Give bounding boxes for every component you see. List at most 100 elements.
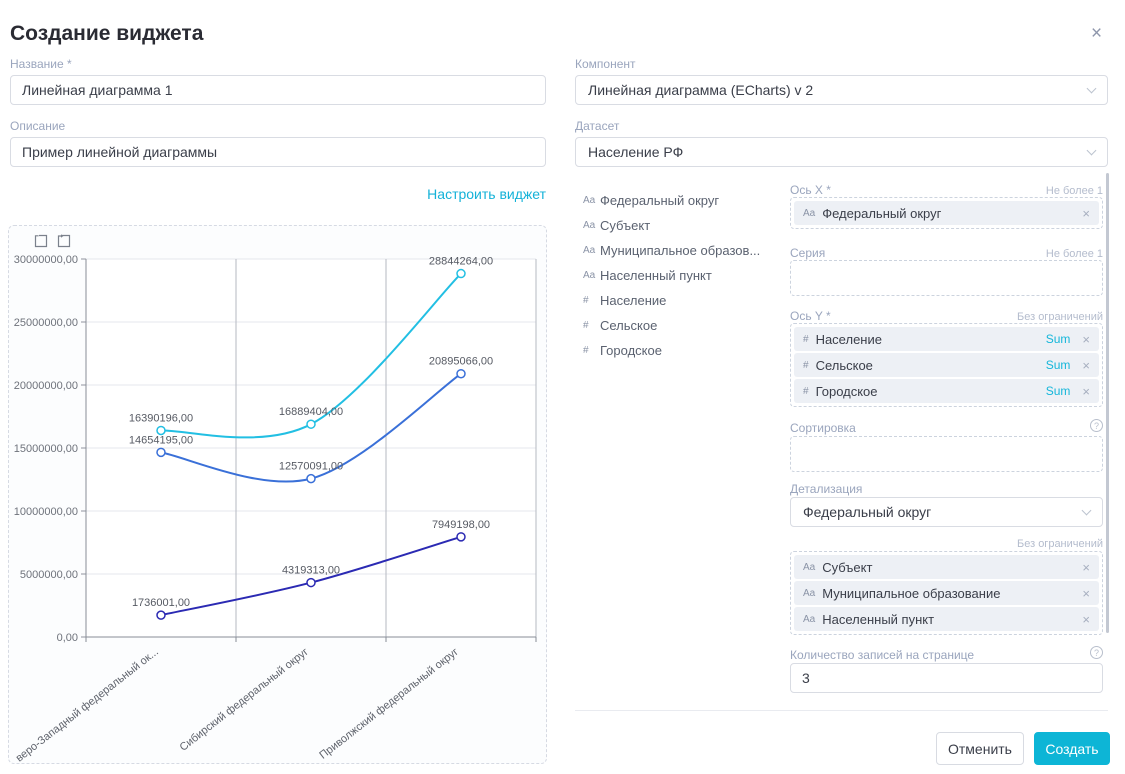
- field-item-rural[interactable]: # Сельское: [583, 318, 658, 333]
- svg-text:12570091,00: 12570091,00: [279, 461, 343, 473]
- component-label: Компонент: [575, 57, 636, 71]
- description-label: Описание: [10, 119, 66, 133]
- detail-label: Детализация: [790, 482, 863, 496]
- component-value: Линейная диаграмма (ECharts) v 2: [588, 82, 814, 98]
- field-item-municipality[interactable]: Aa Муниципальное образов...: [583, 243, 761, 258]
- axis-x-chip[interactable]: Aa Федеральный округ ×: [794, 201, 1099, 225]
- svg-text:1736001,00: 1736001,00: [132, 597, 190, 609]
- line-chart[interactable]: 0,00 5000000,00 10000000,00 15000000,00 2000…: [9, 226, 546, 763]
- text-type-icon: Aa: [803, 207, 816, 219]
- sum-aggregation-link[interactable]: Sum: [1045, 358, 1071, 372]
- chevron-down-icon: [1086, 83, 1097, 93]
- axis-y-chip-population[interactable]: # Население Sum ×: [794, 327, 1099, 351]
- sum-aggregation-link[interactable]: Sum: [1045, 384, 1071, 398]
- axis-y-dropzone[interactable]: # Население Sum × # Сельское Sum × # Гор…: [790, 323, 1103, 407]
- field-item-federal-district[interactable]: Aa Федеральный округ: [583, 193, 720, 208]
- number-type-icon: #: [803, 385, 809, 397]
- svg-text:10000000,00: 10000000,00: [14, 506, 78, 518]
- series-limit-hint: Не более 1: [1045, 248, 1103, 260]
- remove-chip-icon[interactable]: ×: [1082, 383, 1090, 399]
- close-icon[interactable]: ×: [1091, 23, 1103, 44]
- remove-chip-icon[interactable]: ×: [1082, 585, 1090, 601]
- field-item-subject[interactable]: Aa Субъект: [583, 218, 651, 233]
- remove-chip-icon[interactable]: ×: [1082, 205, 1090, 221]
- footer-divider: [575, 710, 1108, 711]
- help-icon[interactable]: ?: [1090, 419, 1103, 432]
- dataset-fields-list: Aa Федеральный округ Aa Субъект Aa Муниципа…: [583, 188, 783, 363]
- svg-text:20000000,00: 20000000,00: [14, 380, 78, 392]
- create-button[interactable]: Создать: [1034, 732, 1110, 765]
- sum-aggregation-link[interactable]: Sum: [1045, 332, 1071, 346]
- sorting-label: Сортировка: [790, 421, 856, 435]
- field-item-settlement[interactable]: Aa Населенный пункт: [583, 268, 712, 283]
- series-dropzone[interactable]: [790, 260, 1103, 296]
- axis-y-chip-urban[interactable]: # Городское Sum ×: [794, 379, 1099, 403]
- dataset-label: Датасет: [575, 119, 620, 133]
- configure-widget-link[interactable]: Настроить виджет: [427, 186, 546, 202]
- svg-text:30000000,00: 30000000,00: [14, 254, 78, 266]
- svg-text:0,00: 0,00: [57, 632, 78, 644]
- svg-text:28844264,00: 28844264,00: [429, 256, 493, 268]
- dataset-select[interactable]: Население РФ: [575, 137, 1108, 167]
- svg-text:15000000,00: 15000000,00: [14, 443, 78, 455]
- chart-toolbox: [33, 233, 72, 249]
- chevron-down-icon: [1081, 505, 1092, 515]
- name-input[interactable]: [10, 75, 546, 105]
- remove-chip-icon[interactable]: ×: [1082, 331, 1090, 347]
- detail-chip-settlement[interactable]: Aa Населенный пункт ×: [794, 607, 1099, 631]
- svg-text:7949198,00: 7949198,00: [432, 519, 490, 531]
- remove-chip-icon[interactable]: ×: [1082, 611, 1090, 627]
- svg-text:Сибирский федеральный округ: Сибирский федеральный округ: [178, 646, 311, 754]
- component-select[interactable]: Линейная диаграмма (ECharts) v 2: [575, 75, 1108, 105]
- svg-text:16889404,00: 16889404,00: [279, 406, 343, 418]
- sorting-dropzone[interactable]: [790, 436, 1103, 472]
- detail-chip-subject[interactable]: Aa Субъект ×: [794, 555, 1099, 579]
- scrollbar-thumb[interactable]: [1106, 173, 1109, 633]
- remove-chip-icon[interactable]: ×: [1082, 357, 1090, 373]
- remove-chip-icon[interactable]: ×: [1082, 559, 1090, 575]
- series-label: Серия: [790, 246, 826, 260]
- svg-text:20895066,00: 20895066,00: [429, 356, 493, 368]
- marquee-zoom-icon[interactable]: [33, 233, 49, 249]
- axis-x-dropzone[interactable]: Aa Федеральный округ ×: [790, 197, 1103, 229]
- text-type-icon: Aa: [803, 587, 816, 599]
- axis-y-limit-hint: Без ограничений: [1017, 311, 1103, 323]
- number-type-icon: #: [583, 320, 589, 331]
- text-type-icon: Aa: [583, 245, 596, 256]
- axis-x-limit-hint: Не более 1: [1045, 185, 1103, 197]
- page-size-input[interactable]: [790, 663, 1103, 693]
- restore-icon[interactable]: [56, 233, 72, 249]
- chevron-down-icon: [1086, 145, 1097, 155]
- text-type-icon: Aa: [583, 220, 596, 231]
- axis-y-chip-rural[interactable]: # Сельское Sum ×: [794, 353, 1099, 377]
- svg-text:4319313,00: 4319313,00: [282, 565, 340, 577]
- text-type-icon: Aa: [803, 613, 816, 625]
- field-item-urban[interactable]: # Городское: [583, 343, 662, 358]
- page-size-label: Количество записей на странице: [790, 648, 975, 662]
- detail-limit-hint: Без ограничений: [1017, 538, 1103, 550]
- axis-y-label: Ось Y *: [790, 309, 831, 323]
- svg-text:25000000,00: 25000000,00: [14, 317, 78, 329]
- number-type-icon: #: [803, 333, 809, 345]
- text-type-icon: Aa: [803, 561, 816, 573]
- detail-value: Федеральный округ: [803, 504, 932, 520]
- detail-select[interactable]: Федеральный округ: [790, 497, 1103, 527]
- text-type-icon: Aa: [583, 270, 596, 281]
- detail-dropzone[interactable]: Aa Субъект × Aa Муниципальное образовани…: [790, 551, 1103, 635]
- number-type-icon: #: [803, 359, 809, 371]
- dataset-value: Население РФ: [588, 144, 684, 160]
- page-title: Создание виджета: [10, 22, 204, 45]
- svg-text:16390196,00: 16390196,00: [129, 412, 193, 424]
- cancel-button[interactable]: Отменить: [936, 732, 1024, 765]
- text-type-icon: Aa: [583, 195, 596, 206]
- help-icon[interactable]: ?: [1090, 646, 1103, 659]
- detail-chip-municipality[interactable]: Aa Муниципальное образование ×: [794, 581, 1099, 605]
- svg-text:Приволжский федеральный округ: Приволжский федеральный округ: [317, 646, 460, 762]
- number-type-icon: #: [583, 345, 589, 356]
- description-input[interactable]: [10, 137, 546, 167]
- field-item-population[interactable]: # Население: [583, 293, 667, 308]
- svg-text:5000000,00: 5000000,00: [20, 569, 78, 581]
- chart-preview-panel: 0,00 5000000,00 10000000,00 15000000,00 2000…: [8, 225, 547, 764]
- number-type-icon: #: [583, 295, 589, 306]
